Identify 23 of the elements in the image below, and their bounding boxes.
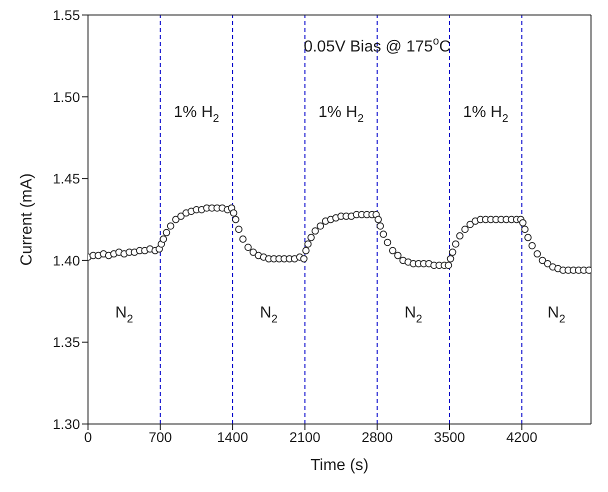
x-axis-title: Time (s) — [310, 457, 369, 474]
x-tick-label: 2100 — [289, 428, 321, 445]
annotation: N$_{2}$ — [115, 304, 134, 326]
annotation: N$_{2}$ — [548, 304, 566, 326]
x-tick-label: 1400 — [217, 428, 248, 445]
x-tick-label: 2800 — [362, 428, 393, 445]
annotation: 0.05V Bias @ 175$^{o}$C — [304, 36, 451, 56]
y-tick-label: 1.30 — [52, 416, 80, 432]
x-tick-label: 700 — [148, 428, 172, 445]
annotation: N$_{2}$ — [404, 304, 422, 326]
annotation: 1% H$_{2}$ — [462, 104, 508, 126]
x-tick-label: 0 — [84, 428, 92, 445]
y-tick-label: 1.55 — [52, 6, 80, 23]
annotation: 1% H$_{2}$ — [318, 104, 364, 126]
y-tick-label: 1.35 — [52, 334, 80, 350]
y-axis-title: Current (mA) — [18, 173, 36, 266]
annotation: 1% H$_{2}$ — [174, 104, 220, 126]
annotation: N$_{2}$ — [260, 304, 278, 326]
x-tick-label: 3500 — [434, 428, 466, 445]
y-tick-label: 1.45 — [52, 170, 80, 187]
y-tick-label: 1.40 — [52, 252, 80, 268]
x-tick-label: 4200 — [506, 428, 538, 445]
y-tick-label: 1.50 — [52, 88, 80, 105]
